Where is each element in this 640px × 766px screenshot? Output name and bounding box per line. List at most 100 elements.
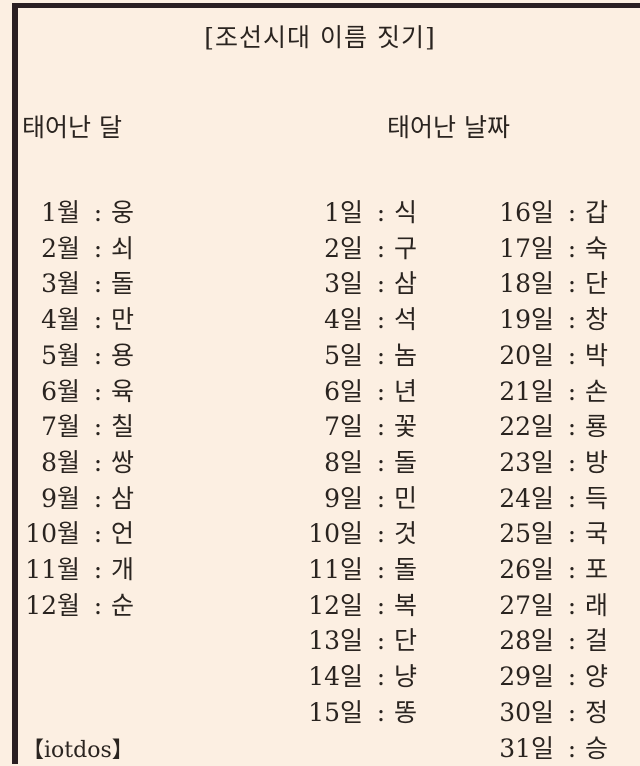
day-number: 31 bbox=[499, 733, 531, 763]
day-name-syllable: 석 bbox=[394, 305, 418, 335]
month-number: 10 bbox=[25, 519, 57, 549]
day-name-syllable: 복 bbox=[394, 590, 418, 620]
separator: : bbox=[93, 590, 103, 620]
day-number: 6 bbox=[324, 376, 340, 406]
month-number: 6 bbox=[41, 376, 57, 406]
frame-border-top bbox=[12, 3, 640, 8]
day-number: 23 bbox=[499, 447, 531, 477]
day-row: 16일: 갑 bbox=[497, 196, 608, 230]
separator: : bbox=[93, 269, 103, 299]
day-unit: 일 bbox=[340, 483, 364, 513]
month-name-syllable: 순 bbox=[111, 590, 135, 620]
separator: : bbox=[93, 483, 103, 513]
source-credit: 【iotdos】 bbox=[22, 738, 134, 763]
month-unit: 월 bbox=[57, 269, 81, 299]
day-number: 22 bbox=[499, 412, 531, 442]
separator: : bbox=[376, 626, 386, 656]
day-row: 13일: 단 bbox=[300, 624, 417, 658]
day-number: 16 bbox=[499, 198, 531, 227]
day-unit: 일 bbox=[340, 590, 364, 620]
month-name-syllable: 웅 bbox=[111, 198, 135, 227]
day-name-syllable: 정 bbox=[585, 697, 609, 727]
separator: : bbox=[376, 269, 386, 299]
month-unit: 월 bbox=[57, 340, 81, 370]
day-row: 22일: 룡 bbox=[497, 410, 608, 444]
separator: : bbox=[376, 305, 386, 335]
month-number: 12 bbox=[25, 590, 57, 620]
day-name-syllable: 룡 bbox=[585, 412, 609, 442]
separator: : bbox=[93, 305, 103, 335]
month-name-syllable: 만 bbox=[111, 305, 135, 335]
day-name-syllable: 단 bbox=[394, 626, 418, 656]
day-number: 25 bbox=[499, 519, 531, 549]
frame-border-left bbox=[12, 3, 18, 764]
day-name-syllable: 래 bbox=[585, 590, 609, 620]
day-number: 11 bbox=[308, 555, 340, 584]
separator: : bbox=[93, 340, 103, 370]
month-name-syllable: 돌 bbox=[111, 269, 135, 299]
month-name-syllable: 언 bbox=[111, 519, 135, 549]
day-row: 14일: 냥 bbox=[300, 660, 417, 694]
day-row: 27일: 래 bbox=[497, 589, 608, 623]
day-number: 10 bbox=[308, 519, 340, 549]
month-number: 5 bbox=[41, 340, 57, 370]
separator: : bbox=[567, 626, 577, 656]
day-row: 28일: 걸 bbox=[497, 624, 608, 658]
month-name-syllable: 칠 bbox=[111, 412, 135, 442]
separator: : bbox=[567, 697, 577, 727]
day-number: 20 bbox=[499, 340, 531, 370]
day-row: 7일: 꽃 bbox=[300, 410, 417, 444]
day-number: 24 bbox=[499, 483, 531, 513]
day-unit: 일 bbox=[531, 340, 555, 370]
day-row: 24일: 득 bbox=[497, 482, 608, 516]
month-row: 2월: 쇠 bbox=[22, 232, 134, 266]
day-number: 7 bbox=[324, 412, 340, 442]
day-unit: 일 bbox=[340, 697, 364, 727]
day-unit: 일 bbox=[531, 590, 555, 620]
day-row: 6일: 년 bbox=[300, 375, 417, 409]
month-row: 5월: 용 bbox=[22, 339, 134, 373]
day-number: 27 bbox=[499, 590, 531, 620]
day-header: 태어난 날짜 bbox=[387, 113, 510, 142]
day-name-syllable: 갑 bbox=[585, 198, 609, 227]
day-name-syllable: 꽃 bbox=[394, 412, 418, 442]
day-number: 18 bbox=[499, 269, 531, 299]
day-number: 29 bbox=[499, 662, 531, 692]
page-title: [조선시대 이름 짓기] bbox=[204, 23, 436, 52]
month-name-syllable: 쌍 bbox=[111, 447, 135, 477]
separator: : bbox=[93, 198, 103, 227]
month-unit: 월 bbox=[57, 233, 81, 263]
day-row: 12일: 복 bbox=[300, 589, 417, 623]
day-row: 29일: 양 bbox=[497, 660, 608, 694]
day-unit: 일 bbox=[340, 233, 364, 263]
day-unit: 일 bbox=[340, 269, 364, 299]
day-unit: 일 bbox=[340, 662, 364, 692]
month-number: 7 bbox=[41, 412, 57, 442]
separator: : bbox=[376, 697, 386, 727]
day-name-syllable: 박 bbox=[585, 340, 609, 370]
day-row: 19일: 창 bbox=[497, 303, 608, 337]
day-row: 25일: 국 bbox=[497, 517, 608, 551]
day-number: 12 bbox=[308, 590, 340, 620]
day-number: 26 bbox=[499, 555, 531, 584]
separator: : bbox=[567, 305, 577, 335]
month-row: 4월: 만 bbox=[22, 303, 134, 337]
month-unit: 월 bbox=[57, 483, 81, 513]
day-unit: 일 bbox=[340, 198, 364, 227]
day-name-syllable: 삼 bbox=[394, 269, 418, 299]
month-row: 12월: 순 bbox=[22, 589, 134, 623]
day-unit: 일 bbox=[340, 305, 364, 335]
separator: : bbox=[376, 198, 386, 227]
day-unit: 일 bbox=[531, 555, 555, 584]
month-name-syllable: 용 bbox=[111, 340, 135, 370]
separator: : bbox=[567, 733, 577, 763]
day-name-syllable: 놈 bbox=[394, 340, 418, 370]
day-unit: 일 bbox=[531, 733, 555, 763]
separator: : bbox=[567, 233, 577, 263]
separator: : bbox=[376, 233, 386, 263]
day-unit: 일 bbox=[531, 519, 555, 549]
day-row: 4일: 석 bbox=[300, 303, 417, 337]
month-unit: 월 bbox=[57, 198, 81, 227]
separator: : bbox=[567, 519, 577, 549]
day-number: 28 bbox=[499, 626, 531, 656]
